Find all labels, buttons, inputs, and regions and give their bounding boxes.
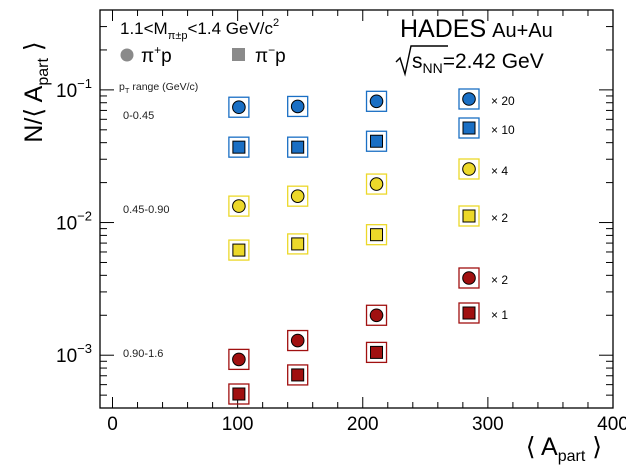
scale-legend-marker-box	[458, 117, 480, 139]
scale-legend-marker	[462, 271, 476, 285]
axes: 0 100 200 300 400 10−3 10−2 10−1	[56, 9, 626, 435]
scale-legend-marker-box	[458, 205, 480, 227]
data-point-box	[228, 96, 250, 118]
data-point-box	[365, 341, 388, 364]
mass-selection-label: 1.1<Mπ±p<1.4 GeV/c2	[120, 17, 279, 42]
scale-label: × 10	[491, 123, 515, 137]
scale-legend-marker-box	[458, 302, 480, 324]
data-point	[290, 333, 305, 348]
data-point-box	[287, 233, 309, 255]
data-point	[370, 345, 384, 359]
data-point-box	[287, 185, 309, 207]
data-point-box	[365, 130, 388, 152]
scale-legend-marker	[462, 162, 476, 176]
pt-bin-label: 0.45-0.90	[123, 204, 169, 216]
scale-legend-marker	[462, 306, 476, 320]
data-point	[369, 308, 384, 323]
data-point-box	[228, 239, 250, 261]
sqrt-sign	[395, 45, 448, 77]
y-tick-label: 10−2	[56, 209, 92, 235]
pt-range-title: pT range (GeV/c)	[119, 81, 198, 95]
scale-legend-marker-box	[458, 267, 480, 289]
data-point	[290, 99, 305, 114]
pt-bin-label: 0-0.45	[123, 110, 154, 122]
data-point	[290, 189, 305, 203]
data-point	[232, 140, 246, 154]
y-tick-label: 10−3	[56, 341, 92, 367]
data-point	[232, 243, 246, 257]
y-axis-title: N/⟨ Apart ⟩	[20, 41, 52, 142]
x-tick-label: 100	[222, 414, 254, 435]
data-point-box	[287, 364, 309, 386]
legend-pi-plus-p: π+p	[141, 43, 172, 67]
experiment-label: HADES Au+Au	[400, 15, 553, 43]
scale-label: × 4	[491, 164, 508, 178]
x-axis-title: ⟨ Apart ⟩	[526, 433, 602, 465]
data-point	[232, 100, 246, 115]
data-point-box	[287, 329, 309, 352]
data-point	[370, 134, 384, 148]
data-point-box	[228, 195, 250, 217]
x-tick-label: 0	[107, 414, 118, 435]
energy-label: sNN=2.42 GeV	[412, 50, 544, 76]
data-point-box	[228, 136, 250, 158]
data-point	[369, 177, 384, 191]
scale-label: × 20	[491, 94, 515, 108]
data-point	[291, 140, 305, 154]
data-point-box	[228, 348, 250, 371]
data-point-box	[365, 224, 388, 246]
data-point	[370, 228, 384, 242]
scale-legend-marker	[462, 92, 476, 106]
legend-circle-marker	[120, 48, 134, 62]
data-point-box	[365, 173, 388, 195]
data-point-box	[228, 383, 250, 405]
data-point	[291, 368, 305, 382]
data-point-box	[365, 90, 388, 112]
data-point	[232, 352, 246, 367]
x-tick-label: 200	[347, 414, 379, 435]
scale-label: × 1	[491, 308, 508, 322]
legend-pi-minus-p: π−p	[255, 43, 286, 67]
data-point	[291, 237, 305, 251]
scale-legend-marker	[462, 121, 476, 135]
data-point-box	[287, 136, 309, 158]
scale-label: × 2	[491, 211, 508, 225]
scale-label: × 2	[491, 273, 508, 287]
x-tick-label: 400	[597, 414, 626, 435]
y-tick-label: 10−1	[56, 76, 92, 102]
pt-bin-label: 0.90-1.6	[123, 348, 163, 360]
data-point-box	[365, 304, 388, 326]
data-point	[232, 199, 246, 213]
data-point-box	[287, 95, 309, 118]
x-tick-label: 300	[472, 414, 504, 435]
scale-legend-marker	[462, 209, 476, 223]
plot-frame	[99, 9, 614, 409]
scale-legend-marker-box	[458, 88, 480, 110]
scale-legend-marker-box	[458, 158, 480, 180]
data-marks	[228, 88, 480, 405]
data-point	[369, 94, 384, 109]
data-point	[232, 387, 246, 401]
legend-square-marker	[232, 48, 245, 61]
